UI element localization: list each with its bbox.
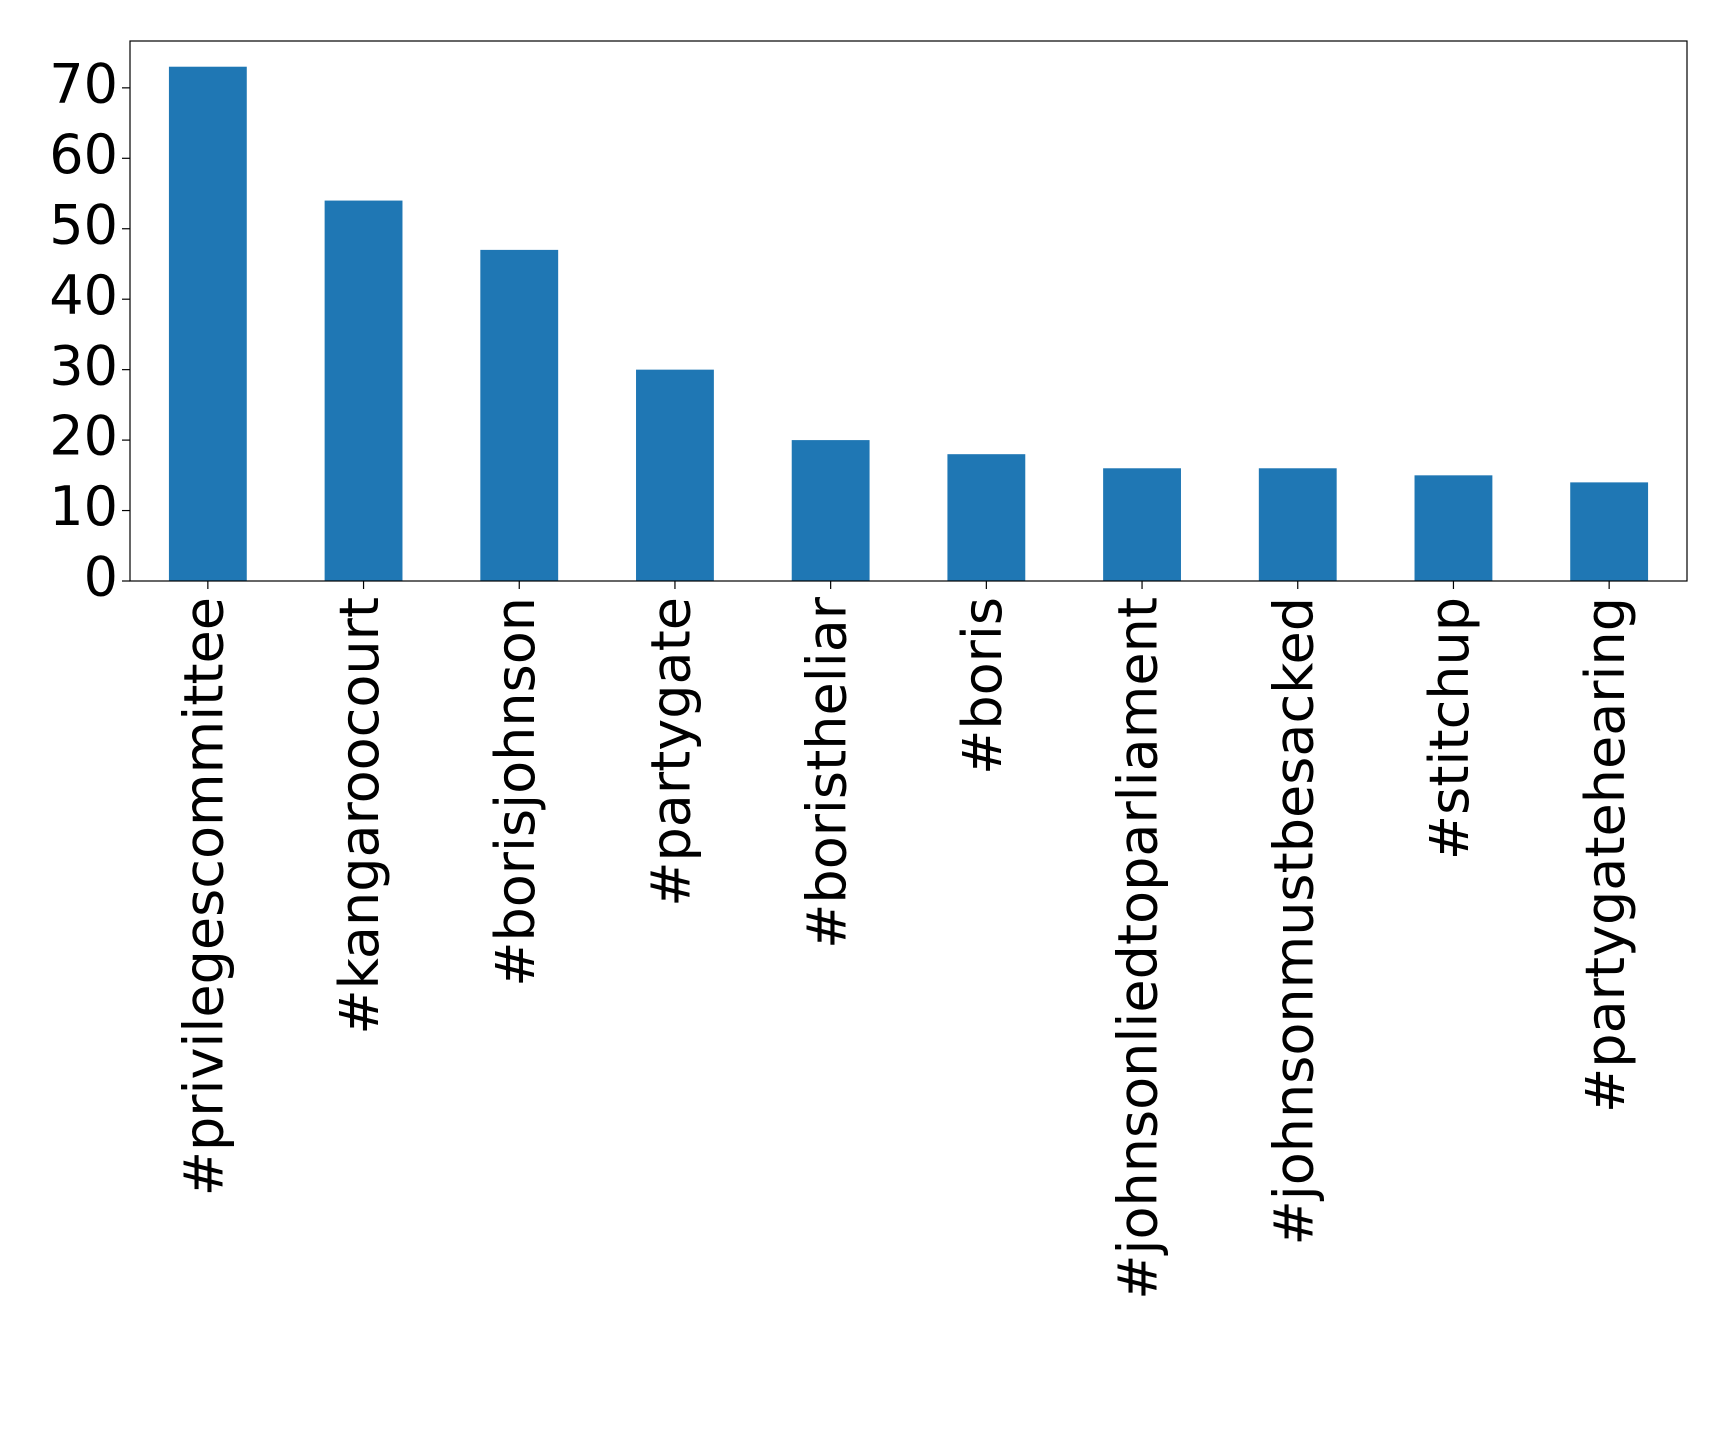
x-tick-label: #kangaroocourt	[328, 597, 391, 1035]
x-tick-label: #privilegescommittee	[172, 597, 235, 1196]
y-tick-label: 20	[49, 405, 118, 468]
y-tick-label: 40	[49, 264, 118, 327]
bar	[636, 369, 714, 581]
y-tick-label: 0	[84, 546, 118, 609]
x-tick-label: #boris	[951, 597, 1014, 775]
bar	[791, 440, 870, 581]
x-tick-label: #stitchup	[1418, 597, 1481, 860]
bar	[1103, 468, 1181, 581]
bar	[324, 200, 403, 582]
x-tick-label: #partygate	[640, 597, 703, 907]
x-tick-label: #borisjohnson	[484, 597, 547, 987]
y-tick-label: 50	[49, 193, 118, 256]
bar	[1414, 475, 1493, 581]
x-tick-label: #johnsonliedtoparliament	[1107, 597, 1170, 1300]
y-tick-label: 60	[49, 123, 118, 186]
bar	[168, 66, 247, 581]
bar	[1258, 468, 1337, 581]
bar	[1570, 482, 1649, 581]
y-tick-label: 70	[49, 52, 118, 115]
x-tick-label: #partygatehearing	[1574, 597, 1637, 1113]
x-tick-label: #johnsonmustbesacked	[1262, 597, 1325, 1246]
x-tick-label: #boristheliar	[795, 596, 858, 949]
y-tick-label: 30	[49, 334, 118, 397]
bar	[947, 454, 1026, 581]
y-tick-label: 10	[49, 475, 118, 538]
bar	[480, 249, 559, 582]
plot-frame	[129, 40, 1688, 582]
